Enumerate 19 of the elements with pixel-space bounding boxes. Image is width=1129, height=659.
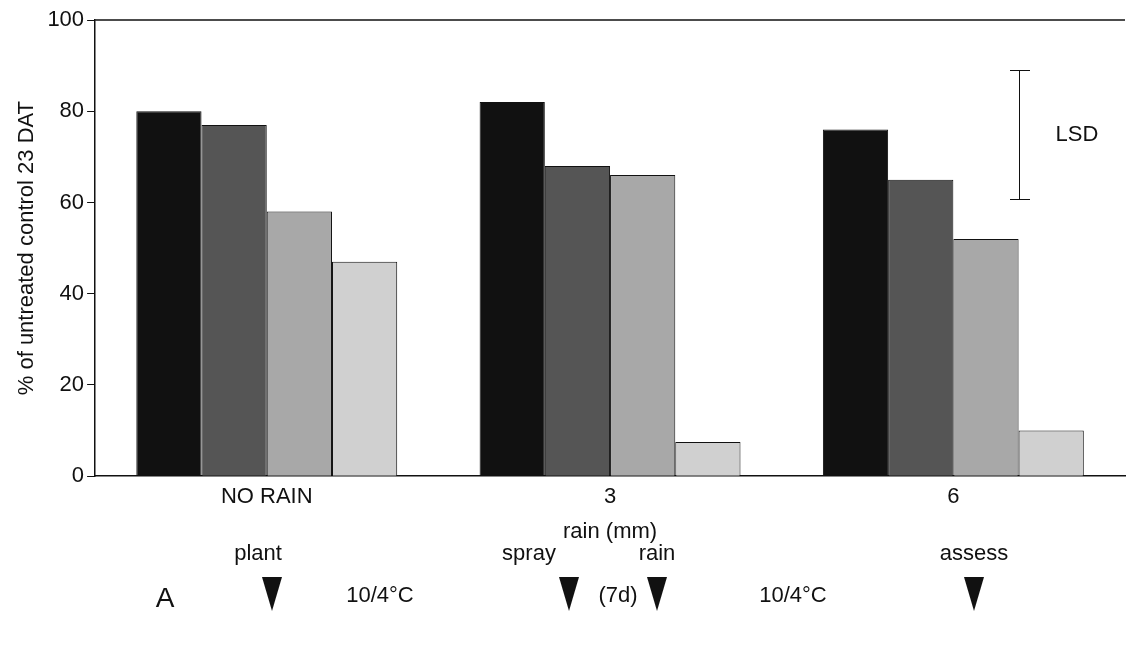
text: 10/4°C [759, 582, 827, 608]
y-tick-label: 60 [59, 188, 85, 214]
y-axis-title: % of untreated control 23 DAT [13, 100, 39, 396]
text: plant [234, 540, 282, 566]
y-tick-label: 100 [47, 6, 85, 32]
y-tick-label: 80 [59, 97, 85, 123]
annotation: LSD [1055, 121, 1099, 148]
y-tick-label: 40 [59, 279, 85, 305]
text: (7d) [598, 582, 638, 608]
text: 10/4°C [346, 582, 414, 608]
x-tick-label: 6 [947, 483, 960, 509]
text: spray [502, 540, 556, 566]
y-tick-label: 20 [59, 371, 85, 397]
text: A [155, 582, 175, 614]
y-tick-label: 0 [71, 462, 85, 488]
text: assess [939, 540, 1009, 566]
x-tick-label: 3 [603, 483, 617, 509]
x-tick-label: NO RAIN [220, 483, 313, 509]
x-axis-title: rain (mm) [563, 517, 658, 543]
